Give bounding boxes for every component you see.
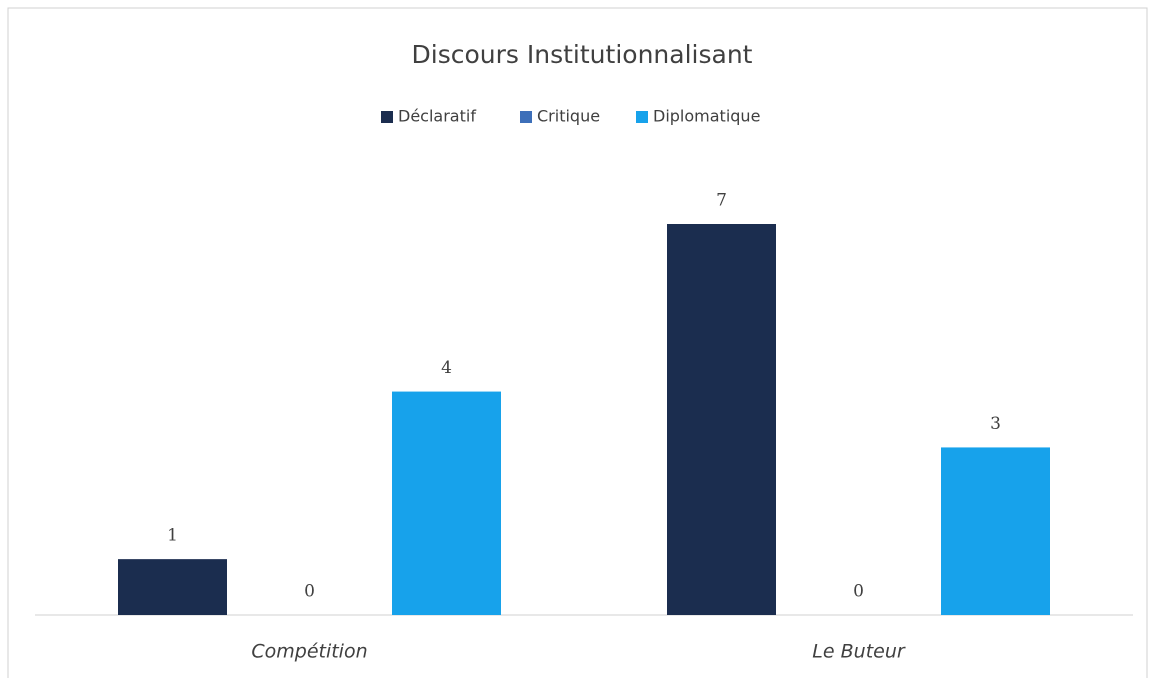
- bar: [667, 224, 776, 615]
- legend-swatch: [636, 111, 648, 123]
- legend-swatch: [520, 111, 532, 123]
- bar: [118, 559, 227, 615]
- chart-frame: [7, 7, 1148, 678]
- data-label: 3: [990, 414, 1001, 434]
- bar: [941, 447, 1050, 615]
- data-label: 4: [441, 358, 452, 378]
- legend-label: Critique: [537, 107, 600, 126]
- data-label: 7: [716, 191, 727, 211]
- legend-label: Diplomatique: [653, 107, 760, 126]
- data-label: 0: [304, 582, 315, 602]
- x-tick-label: Le Buteur: [812, 641, 906, 663]
- chart-title: Discours Institutionnalisant: [412, 40, 753, 69]
- x-tick-label: Compétition: [251, 641, 367, 663]
- bar: [392, 391, 501, 615]
- legend-label: Déclaratif: [398, 107, 476, 126]
- data-label: 0: [853, 582, 864, 602]
- data-label: 1: [167, 526, 178, 546]
- legend-swatch: [381, 111, 393, 123]
